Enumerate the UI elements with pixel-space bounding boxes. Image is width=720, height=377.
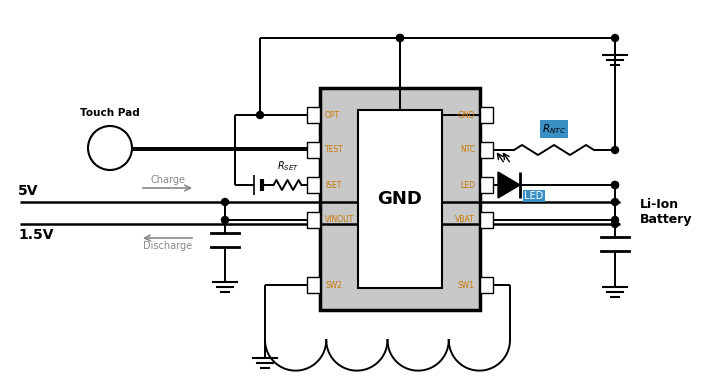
Circle shape	[611, 181, 618, 188]
Text: Li-Ion
Battery: Li-Ion Battery	[640, 198, 693, 227]
Text: Discharge: Discharge	[143, 241, 192, 251]
Bar	[480, 212, 493, 228]
Circle shape	[397, 35, 403, 41]
Text: Touch Pad: Touch Pad	[80, 108, 140, 118]
Text: VBAT: VBAT	[455, 216, 475, 224]
Bar	[480, 177, 493, 193]
Bar	[480, 277, 493, 293]
Text: SW1: SW1	[458, 280, 475, 290]
Circle shape	[611, 199, 618, 205]
Text: Charge: Charge	[150, 175, 186, 185]
Circle shape	[611, 181, 618, 188]
Text: GND: GND	[457, 110, 475, 120]
Text: ISET: ISET	[325, 181, 341, 190]
Bar	[358, 110, 442, 288]
Circle shape	[611, 216, 618, 224]
Bar	[480, 142, 493, 158]
Bar	[480, 107, 493, 123]
Text: $R_{SET}$: $R_{SET}$	[276, 159, 299, 173]
Bar	[307, 177, 320, 193]
Bar	[307, 277, 320, 293]
Text: SW2: SW2	[325, 280, 342, 290]
Polygon shape	[498, 172, 520, 198]
Circle shape	[611, 221, 618, 227]
Circle shape	[88, 126, 132, 170]
Bar	[320, 88, 480, 310]
Circle shape	[222, 216, 228, 224]
Text: VINOUT: VINOUT	[325, 216, 354, 224]
Text: OPT: OPT	[325, 110, 340, 120]
Circle shape	[256, 112, 264, 118]
Text: LED: LED	[524, 191, 544, 201]
Circle shape	[397, 35, 403, 41]
Text: LED: LED	[460, 181, 475, 190]
Text: $R_{NTC}$: $R_{NTC}$	[542, 122, 566, 136]
Bar	[307, 107, 320, 123]
Text: NTC: NTC	[460, 146, 475, 155]
Circle shape	[611, 35, 618, 41]
Text: 1.5V: 1.5V	[18, 228, 53, 242]
Text: 5V: 5V	[18, 184, 38, 198]
Circle shape	[222, 199, 228, 205]
Text: TEST: TEST	[325, 146, 343, 155]
Text: GND: GND	[377, 190, 423, 208]
Bar	[307, 142, 320, 158]
Circle shape	[611, 147, 618, 153]
Bar	[307, 212, 320, 228]
